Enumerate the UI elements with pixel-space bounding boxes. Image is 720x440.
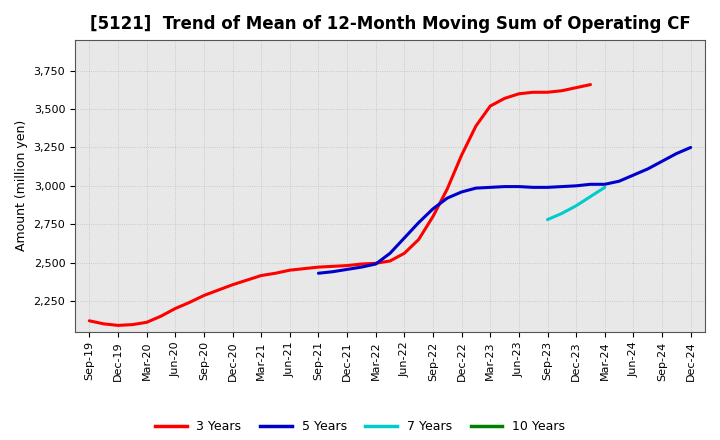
Legend: 3 Years, 5 Years, 7 Years, 10 Years: 3 Years, 5 Years, 7 Years, 10 Years xyxy=(150,415,570,438)
Title: [5121]  Trend of Mean of 12-Month Moving Sum of Operating CF: [5121] Trend of Mean of 12-Month Moving … xyxy=(89,15,690,33)
Y-axis label: Amount (million yen): Amount (million yen) xyxy=(15,120,28,251)
